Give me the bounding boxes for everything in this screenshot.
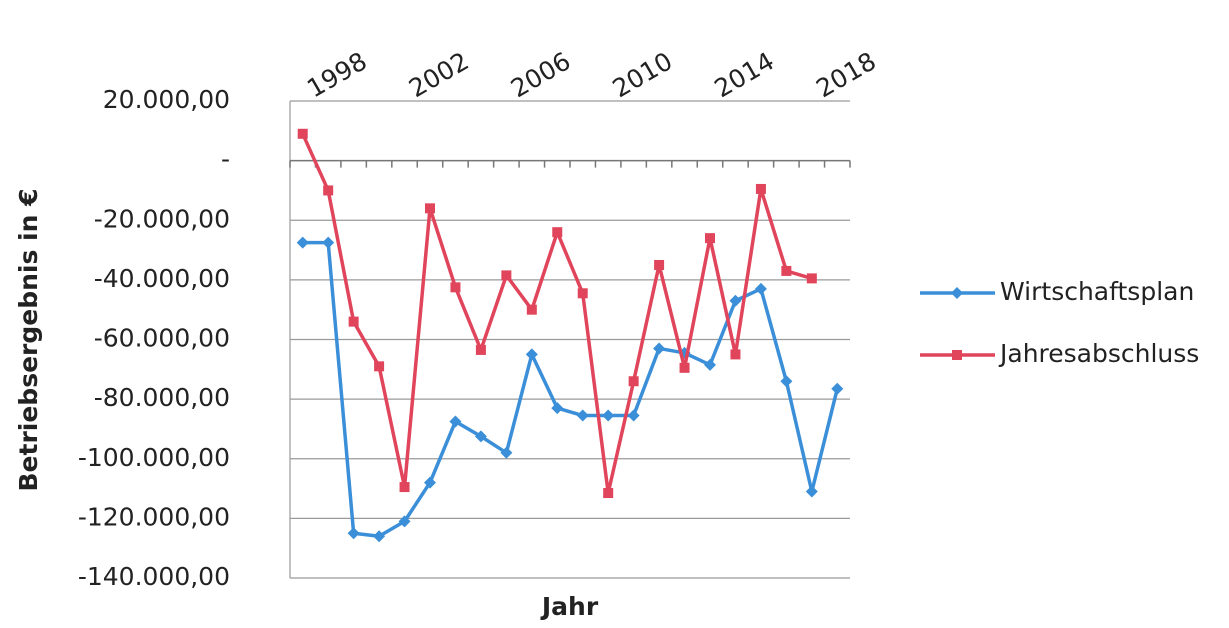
y-tick-label: -20.000,00 [94,204,230,233]
x-tick-label: 1998 [302,46,372,103]
series-line [302,240,839,539]
point-marker [730,349,741,360]
point-marker [679,362,690,373]
point-marker [475,344,486,355]
point-marker [399,482,410,493]
y-tick-label: - [221,145,230,174]
y-tick-label: -100.000,00 [78,443,230,472]
point-marker [780,375,793,388]
y-tick-label: -60.000,00 [94,324,230,353]
point-marker [805,485,818,498]
x-tick-label: 2006 [506,46,576,103]
series-line [301,133,813,495]
point-marker [348,316,359,327]
point-marker [322,236,335,249]
point-marker [781,265,792,276]
point-marker [551,402,564,415]
point-marker [704,358,716,371]
point-marker [525,348,538,361]
point-marker [577,288,588,299]
point-marker [474,430,487,443]
point-marker [603,488,614,499]
point-marker [627,409,640,422]
point-marker [425,203,435,214]
point-marker [526,304,537,315]
y-axis-title: Betriebsergebnis in € [14,188,43,491]
point-marker [398,515,411,528]
point-marker [374,361,385,372]
point-marker [500,446,513,459]
legend-marker [952,350,962,360]
point-marker [347,527,360,540]
point-marker [729,294,742,307]
x-tick-label: 2010 [608,46,678,103]
x-tick-label: 2002 [404,46,474,103]
point-marker [806,273,817,284]
x-tick-label: 2018 [811,46,881,103]
y-tick-label: -80.000,00 [94,383,230,412]
legend-label: Wirtschaftsplan [1000,277,1194,306]
point-marker [602,409,615,422]
point-marker [754,282,767,295]
point-marker [449,415,462,428]
point-marker [450,282,461,293]
point-marker [501,270,512,281]
point-marker [424,476,436,489]
x-axis-title: Jahr [540,592,599,621]
point-marker [296,236,309,249]
point-marker [628,376,639,387]
point-marker [831,382,844,395]
point-marker [755,183,766,194]
point-marker [323,185,334,196]
y-tick-label: -140.000,00 [78,562,230,591]
x-tick-label: 2014 [709,46,779,103]
point-marker [576,409,589,422]
point-marker [373,530,386,543]
legend-marker [951,287,963,299]
point-marker [653,342,666,355]
point-marker [705,233,715,244]
point-marker [297,128,308,139]
y-tick-label: -40.000,00 [94,264,230,293]
point-marker [552,227,563,238]
y-tick-label: -120.000,00 [78,502,230,531]
y-tick-label: 20.000,00 [103,85,230,114]
legend-label: Jahresabschluss [998,339,1199,368]
point-marker [654,259,665,270]
